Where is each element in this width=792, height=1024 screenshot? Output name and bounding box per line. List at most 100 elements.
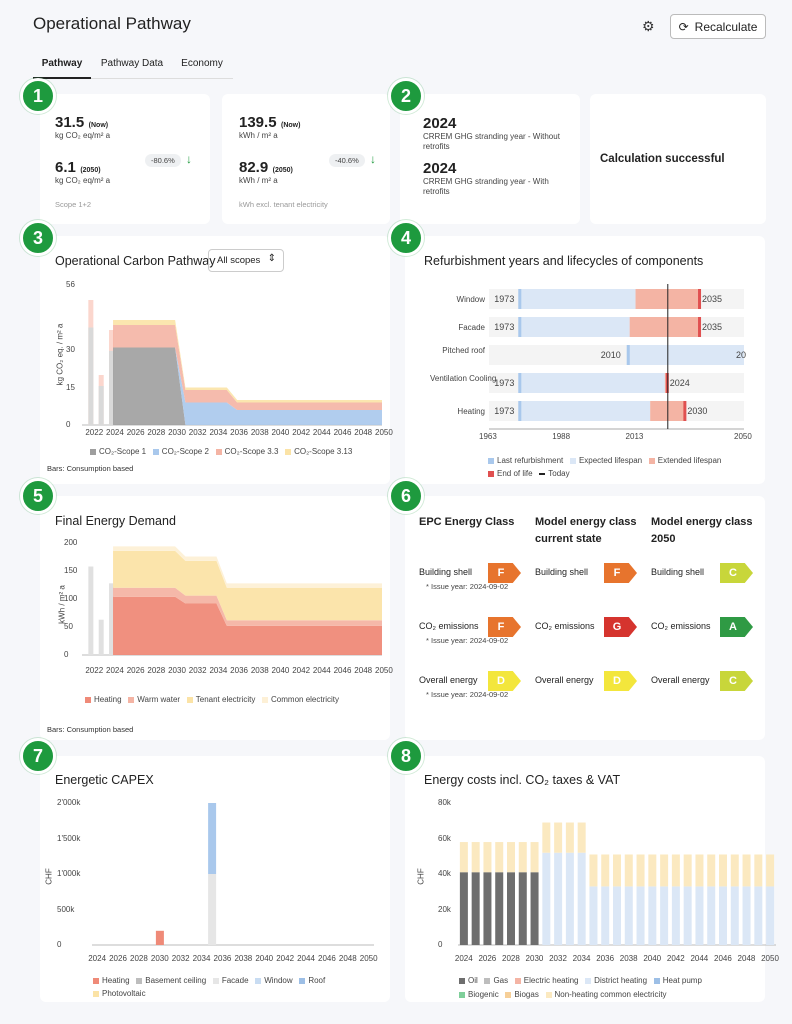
energy-legend: Heating Warm water Tenant electricity Co… [85,695,339,704]
scope-select-value: All scopes [217,255,261,266]
kpi1-now: 31.5 (Now) [55,114,108,132]
y-tick: 60k [438,833,451,843]
area-CO₂-Scope 2 [113,347,382,425]
epc-row-label: Building shell [535,567,589,577]
kpi2-now: 139.5 (Now) [239,114,300,132]
row-label: Heating [457,407,485,416]
epc-row-label: CO₂ emissions [651,621,711,631]
step-marker-2: 2 [388,78,424,114]
y-tick: 150 [64,566,78,575]
capex-chart-title: Energetic CAPEX [55,773,154,787]
x-tick: 1988 [552,432,571,441]
end-of-life-mark [665,373,669,393]
start-year-label: 1973 [494,294,515,304]
legend-item: Photovoltaic [93,989,146,998]
legend-label: Heating [94,695,122,704]
updown-icon: ⇕ [267,253,276,264]
cost-bar-Non-heating common electricity [542,822,551,853]
cost-bar-Non-heating common electricity [589,854,598,887]
y-tick: 2'000k [57,798,81,807]
last-refurbishment-mark [518,401,522,421]
y-tick: 0 [57,940,62,949]
legend-label: Facade [221,976,249,985]
energy-class-badge: A [720,617,753,637]
recalculate-button[interactable]: ⟳ Recalculate [670,14,766,39]
kpi2-delta-badge: -40.6% [329,154,365,167]
page-title: Operational Pathway [33,14,191,33]
tab-pathway-data[interactable]: Pathway Data [100,58,164,69]
x-tick: 2028 [147,428,166,437]
end-of-life-mark [683,401,687,421]
carbon-chart-title: Operational Carbon Pathway [55,254,216,268]
extended-lifespan-bar [629,317,701,337]
start-year-label: 1973 [494,406,515,416]
cost-bar-District heating [671,886,680,945]
energy-class-badge: C [720,671,753,691]
scope-select[interactable]: All scopes ⇕ [208,249,284,272]
x-tick: 2046 [318,954,336,963]
step-marker-6: 6 [388,478,424,514]
cost-bar-District heating [589,886,598,945]
x-tick: 2046 [714,954,732,963]
x-tick: 2022 [85,666,104,675]
legend-label: Biogenic [468,990,499,999]
cost-bar-Non-heating common electricity [601,854,610,887]
kpi2-now-tag: (Now) [281,122,301,129]
legend-item: Warm water [128,695,180,704]
costs-chart-title: Energy costs incl. CO₂ taxes & VAT [424,773,621,787]
cost-bar-District heating [577,852,586,945]
cost-bar-District heating [742,886,751,945]
gear-icon[interactable]: ⚙ [642,18,655,34]
y-tick: 0 [64,650,69,659]
legend-label: Warm water [137,695,181,704]
carbon-chart-plot [82,300,382,426]
x-tick: 2030 [168,666,186,675]
x-tick: 2044 [312,666,331,675]
x-tick: 2024 [106,666,124,675]
cost-bar-District heating [719,886,727,945]
legend-item: Oil [459,976,478,985]
tab-pathway[interactable]: Pathway [33,58,91,79]
expected-lifespan-bar [626,345,744,365]
consumption-bar [88,566,94,655]
x-tick: 2050 [359,954,378,963]
energy-class-badge: F [488,563,521,583]
stranding-card [400,94,580,224]
legend-item: Roof [299,976,325,985]
x-tick: 2026 [126,428,145,437]
x-tick: 2038 [250,428,269,437]
y-tick: 200 [64,538,78,547]
legend-label: Electric heating [523,976,579,985]
cost-bar-District heating [554,852,563,945]
x-tick: 2028 [147,666,166,675]
cost-bar-Non-heating common electricity [495,842,504,873]
area-CO₂-Scope 3.3 [113,325,382,410]
x-tick: 2040 [271,666,290,675]
legend-label: Common electricity [271,695,340,704]
x-tick: 2024 [106,428,124,437]
legend-label: Heating [102,976,130,985]
energy-class-badge: F [488,617,521,637]
x-tick: 2038 [250,666,269,675]
legend-item: Heating [93,976,130,985]
x-tick: 2024 [454,954,473,963]
cost-bar-Non-heating common electricity [577,822,586,853]
tab-economy[interactable]: Economy [181,58,223,69]
area-Heating [113,596,382,655]
cost-bar-Non-heating common electricity [683,854,692,887]
x-tick: 2048 [354,428,373,437]
x-tick: 2040 [271,428,290,437]
legend-label: Expected lifespan [578,456,643,465]
last-refurbishment-mark [626,345,630,365]
legend-label: CO₂-Scope 3.3 [224,447,279,456]
energy-class-badge: G [604,617,637,637]
arrow-down-icon: ↓ [186,152,192,166]
row-label: Ventilation Cooling [430,374,497,383]
last-refurbishment-mark [518,373,522,393]
legend-item: Gas [484,976,508,985]
x-tick: 2030 [150,954,169,963]
cost-bar-Non-heating common electricity [624,854,633,887]
cost-bar-District heating [613,886,621,945]
issue-year-note: * Issue year: 2024-09-02 [426,636,509,645]
legend-label: Non-heating common electricity [554,990,667,999]
